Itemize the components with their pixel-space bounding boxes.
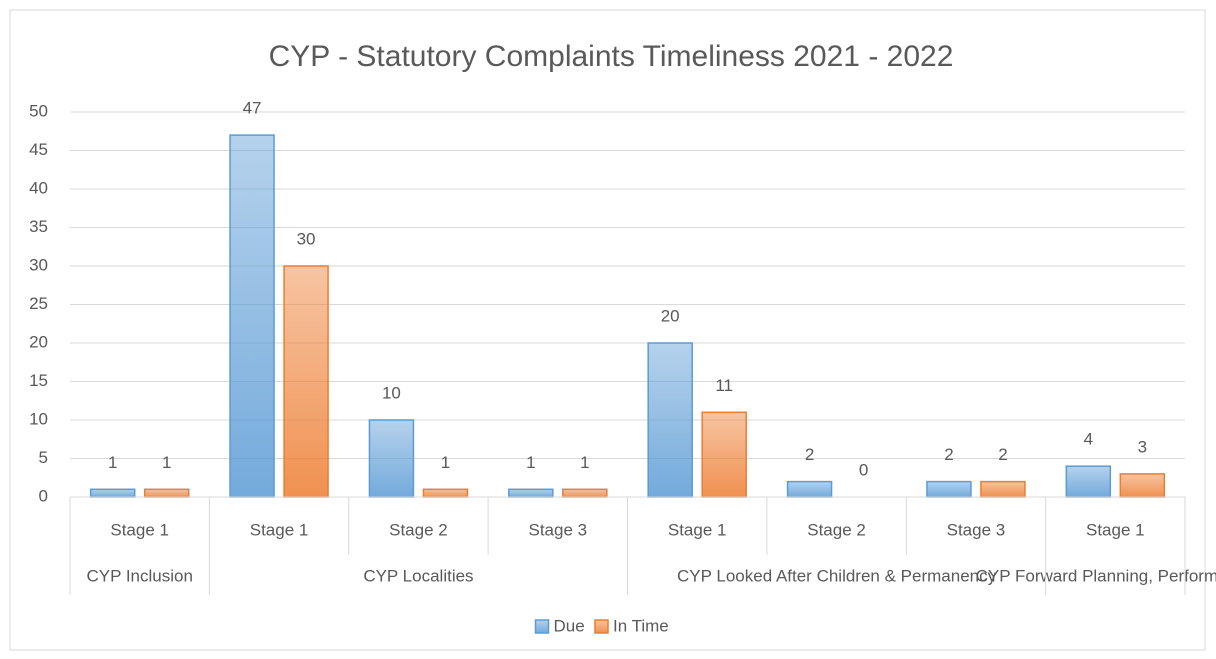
bar [508, 488, 554, 498]
y-tick-label: 20 [29, 332, 48, 351]
data-label: 3 [1138, 437, 1147, 456]
bar [283, 265, 329, 498]
y-tick-label: 30 [29, 255, 48, 274]
bar [926, 480, 972, 498]
x-tick-label: Stage 1 [1086, 520, 1145, 539]
y-tick-label: 15 [29, 371, 48, 390]
data-label: 47 [243, 99, 262, 118]
data-label: 1 [580, 453, 589, 472]
data-label: 10 [382, 383, 401, 402]
data-label: 11 [715, 376, 733, 395]
chart-frame [9, 9, 1206, 651]
x-tick-label: Stage 1 [110, 520, 169, 539]
data-label: 1 [526, 453, 535, 472]
bar [368, 419, 415, 498]
legend-swatch [534, 619, 550, 634]
legend-label: Due [554, 616, 585, 635]
group-label: CYP Inclusion [86, 566, 192, 585]
y-tick-label: 10 [29, 409, 48, 428]
x-tick-label: Stage 1 [250, 520, 309, 539]
y-tick-label: 0 [39, 486, 48, 505]
data-label: 2 [998, 445, 1007, 464]
y-tick-label: 25 [29, 294, 48, 313]
data-label: 4 [1084, 430, 1093, 449]
data-label: 0 [859, 460, 868, 479]
bar [89, 488, 136, 498]
y-tick-label: 50 [29, 101, 48, 120]
data-label: 1 [441, 453, 450, 472]
bar [647, 342, 693, 498]
bar [1065, 465, 1112, 498]
group-label: CYP Forward Planning, Performance [976, 566, 1216, 585]
data-label: 20 [661, 306, 680, 325]
chart-title: CYP - Statutory Complaints Timeliness 20… [269, 40, 954, 73]
x-tick-label: Stage 3 [947, 520, 1006, 539]
data-label: 2 [805, 445, 814, 464]
bar [422, 488, 469, 498]
bar [143, 488, 190, 498]
bar [701, 411, 747, 498]
data-label: 1 [162, 453, 171, 472]
legend-label: In Time [613, 616, 669, 635]
x-tick-label: Stage 1 [668, 520, 727, 539]
bar [562, 488, 608, 498]
data-label: 1 [108, 453, 117, 472]
y-tick-label: 5 [39, 448, 48, 467]
bar [980, 480, 1026, 498]
bar [229, 134, 275, 498]
data-label: 2 [944, 445, 953, 464]
y-tick-label: 35 [29, 217, 48, 236]
y-tick-label: 40 [29, 178, 48, 197]
bar [1119, 473, 1166, 498]
group-label: CYP Looked After Children & Permanency [677, 566, 997, 585]
bar [786, 480, 833, 498]
group-label: CYP Localities [363, 566, 473, 585]
x-tick-label: Stage 2 [807, 520, 866, 539]
y-tick-label: 45 [29, 140, 48, 159]
x-tick-label: Stage 3 [529, 520, 588, 539]
x-tick-label: Stage 2 [389, 520, 448, 539]
data-label: 30 [297, 229, 316, 248]
legend-swatch [594, 619, 609, 634]
